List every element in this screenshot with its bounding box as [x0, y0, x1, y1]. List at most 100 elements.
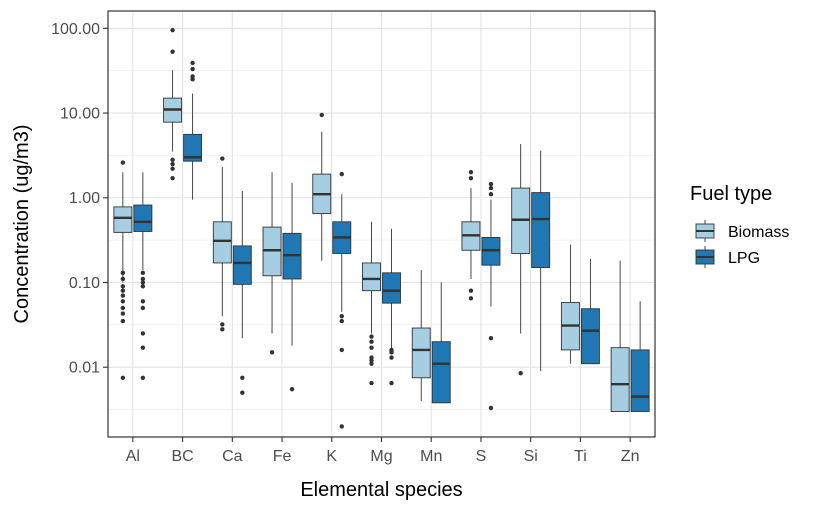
outlier-point: [339, 171, 344, 177]
x-tick-label: Fe: [273, 448, 292, 465]
outlier-point: [120, 311, 126, 316]
outlier-point: [488, 192, 494, 197]
x-axis-title: Elemental species: [300, 479, 462, 501]
box-lpg-k: [332, 171, 352, 429]
box-lpg-ti: [580, 258, 600, 365]
outlier-point: [140, 270, 146, 276]
box-lpg-s: [481, 181, 501, 411]
outlier-point: [140, 331, 146, 336]
legend-item-biomass: Biomass: [695, 220, 789, 242]
box-rect: [113, 206, 133, 233]
box-rect: [580, 308, 600, 365]
outlier-point: [170, 161, 175, 167]
outlier-point: [488, 185, 494, 191]
y-tick-label: 100.00: [51, 21, 100, 38]
outlier-point: [120, 318, 126, 324]
x-tick-label: Al: [126, 448, 140, 465]
outlier-point: [488, 181, 494, 187]
x-tick-label: K: [326, 448, 337, 465]
x-tick-label: Si: [524, 448, 538, 465]
box-biomass-bc: [163, 27, 183, 181]
outlier-point: [170, 27, 175, 33]
outlier-point: [120, 288, 126, 293]
legend-label: Biomass: [728, 224, 789, 241]
outlier-point: [369, 358, 374, 363]
box-biomass-al: [113, 160, 133, 380]
outlier-point: [120, 299, 126, 304]
outlier-point: [140, 375, 146, 380]
outlier-point: [269, 350, 275, 355]
box-rect: [362, 262, 381, 292]
box-biomass-k: [312, 112, 332, 261]
outlier-point: [120, 305, 126, 311]
legend: Fuel type Biomass LPG: [690, 183, 789, 268]
outlier-point: [140, 276, 146, 282]
outlier-point: [488, 405, 494, 411]
box-rect: [531, 192, 551, 268]
outlier-point: [140, 299, 146, 304]
outlier-point: [289, 386, 295, 392]
outlier-point: [369, 380, 374, 386]
box-biomass-ti: [560, 244, 580, 364]
box-rect: [133, 204, 153, 232]
x-tick-label: Zn: [621, 448, 640, 465]
outlier-point: [220, 322, 225, 327]
outlier-point: [389, 350, 394, 355]
y-tick-label: 0.10: [69, 275, 100, 292]
x-tick-label: Ca: [222, 448, 243, 465]
box-biomass-fe: [262, 172, 282, 355]
outlier-point: [190, 66, 195, 72]
outlier-point: [170, 49, 175, 54]
outlier-point: [339, 313, 344, 319]
outlier-point: [140, 284, 146, 289]
outlier-point: [140, 345, 146, 350]
outlier-point: [170, 157, 175, 163]
grid-lines: [108, 11, 655, 437]
outlier-point: [468, 170, 474, 175]
x-tick-label: Mn: [420, 448, 442, 465]
outlier-point: [170, 166, 175, 171]
outlier-point: [120, 270, 126, 276]
outlier-point: [369, 361, 374, 366]
outlier-point: [468, 296, 474, 301]
outlier-point: [140, 305, 146, 311]
box-lpg-mg: [382, 228, 401, 386]
outlier-point: [170, 176, 175, 181]
box-series: [113, 27, 650, 429]
outlier-point: [240, 390, 245, 395]
outlier-point: [518, 370, 523, 376]
x-tick-label: Mg: [370, 448, 392, 465]
legend-title: Fuel type: [690, 183, 772, 205]
box-biomass-zn: [610, 260, 630, 412]
outlier-point: [339, 318, 344, 324]
outlier-point: [120, 276, 126, 282]
box-lpg-ca: [232, 191, 252, 395]
box-biomass-ca: [212, 156, 232, 332]
box-rect: [610, 347, 630, 412]
box-rect: [630, 349, 650, 412]
y-tick-label: 0.01: [69, 360, 100, 377]
outlier-point: [190, 77, 195, 82]
y-axis-title: Concentration (ug/m3): [11, 125, 33, 324]
box-lpg-si: [531, 150, 551, 372]
outlier-point: [120, 375, 126, 380]
box-biomass-si: [511, 144, 531, 376]
box-biomass-s: [461, 170, 481, 301]
y-tick-label: 10.00: [60, 106, 100, 123]
outlier-point: [389, 355, 394, 360]
outlier-point: [488, 335, 494, 341]
box-biomass-mg: [362, 221, 381, 386]
box-rect: [431, 341, 451, 404]
y-axis-ticks: 0.01 0.10 1.00 10.00 100.00: [51, 21, 108, 377]
outlier-point: [369, 334, 374, 339]
outlier-point: [468, 288, 474, 293]
outlier-point: [339, 424, 344, 429]
outlier-point: [389, 380, 394, 386]
box-lpg-bc: [183, 60, 203, 200]
box-rect: [411, 327, 431, 379]
outlier-point: [369, 339, 374, 344]
outlier-point: [140, 280, 146, 285]
outlier-point: [220, 327, 225, 332]
outlier-point: [120, 284, 126, 289]
